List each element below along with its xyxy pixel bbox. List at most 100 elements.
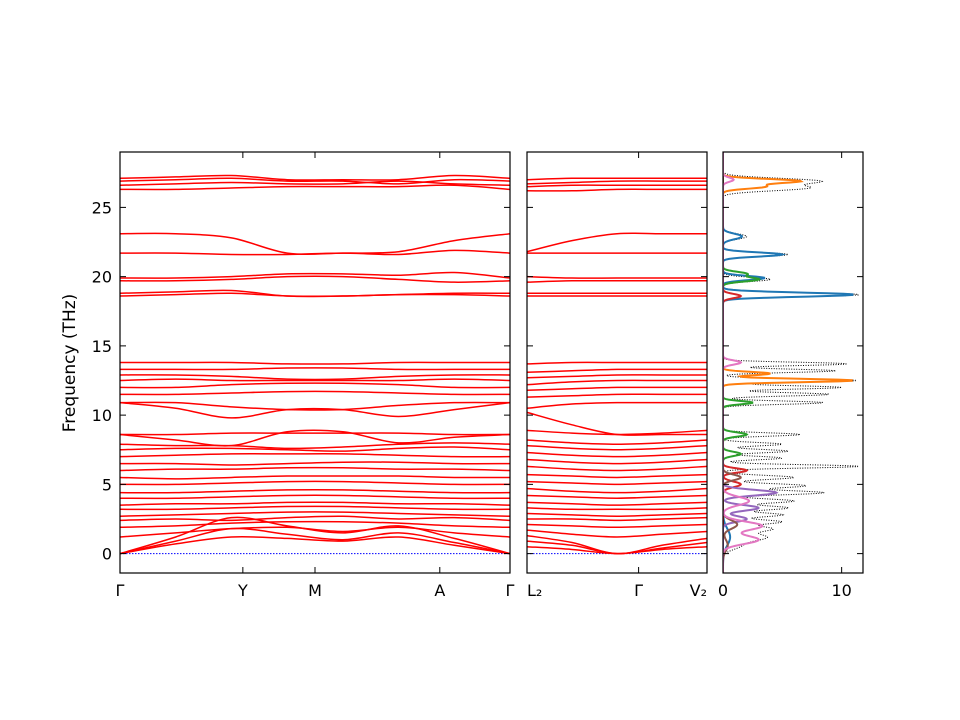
- band-line-8: [119, 501, 511, 506]
- y-tick-label: 20: [92, 268, 112, 287]
- y-tick-label: 10: [92, 406, 112, 425]
- plot-frame: [119, 151, 511, 574]
- band-line-7: [526, 507, 708, 511]
- band-line-22: [119, 390, 511, 396]
- band-line-18: [119, 432, 511, 436]
- band-line-14: [526, 458, 708, 465]
- band-line-9: [526, 494, 708, 499]
- y-tick-labels: 0 5 10 15 20 25: [92, 198, 112, 563]
- band-line-26: [526, 361, 707, 365]
- band-line-30: [526, 275, 707, 279]
- plot-frame: [722, 151, 864, 574]
- band-line-13: [526, 465, 708, 472]
- x-tick-label: 0: [718, 581, 728, 600]
- band-line-9: [119, 494, 511, 500]
- x-tick-label: Γ: [116, 581, 125, 600]
- plot-frame: [526, 151, 708, 574]
- y-axis-label: Frequency (THz): [60, 294, 80, 433]
- band-line-3: [119, 526, 511, 538]
- band-line-2: [119, 535, 511, 555]
- band-line-7: [119, 505, 511, 511]
- band-line-21: [119, 401, 511, 419]
- band-line-16: [526, 444, 708, 451]
- band-line-25: [119, 374, 511, 381]
- x-tick-labels: L₂ Γ V₂: [527, 581, 707, 600]
- band-lines: [526, 177, 708, 555]
- x-tick-label: Y: [237, 581, 248, 600]
- band-line-15: [526, 451, 708, 458]
- total-dos-line: [723, 152, 859, 573]
- band-line-19: [119, 429, 511, 447]
- band-line-5: [526, 516, 708, 522]
- partial-dos-line-4: [723, 152, 779, 573]
- band-line-16: [119, 446, 511, 452]
- y-tick-label: 5: [102, 475, 112, 494]
- band-line-6: [526, 512, 708, 517]
- partial-dos-line-6: [723, 152, 764, 573]
- band-line-34: [119, 184, 511, 191]
- x-tick-label: A: [434, 581, 445, 600]
- band-line-29: [526, 279, 707, 283]
- band-line-17: [119, 442, 511, 450]
- band-line-34: [526, 184, 707, 188]
- band-line-23: [119, 382, 511, 389]
- band-line-32: [526, 232, 707, 253]
- x-tick-label: 10: [831, 581, 851, 600]
- x-tick-label: V₂: [690, 581, 707, 600]
- band-line-36: [119, 177, 511, 185]
- band-line-1: [119, 527, 511, 555]
- band-line-24: [526, 374, 707, 379]
- band-line-20: [119, 401, 511, 411]
- band-line-24: [119, 378, 511, 382]
- band-line-23: [526, 379, 707, 386]
- band-line-33: [526, 188, 707, 192]
- band-line-4: [119, 520, 511, 529]
- band-line-31: [119, 271, 511, 279]
- band-line-3: [526, 529, 708, 538]
- total-dos-curve: [723, 152, 859, 573]
- band-line-10: [119, 488, 511, 494]
- x-tick-label: M: [308, 581, 322, 600]
- y-tick-label: 15: [92, 337, 112, 356]
- band-line-12: [119, 475, 511, 480]
- band-line-35: [526, 180, 707, 185]
- band-line-33: [119, 232, 511, 256]
- band-line-26: [119, 367, 510, 371]
- band-line-12: [526, 473, 708, 479]
- x-tick-labels: 0 10: [718, 581, 852, 600]
- band-line-36: [526, 177, 707, 181]
- band-line-14: [119, 461, 511, 466]
- band-line-10: [526, 487, 708, 494]
- band-line-4: [526, 523, 708, 529]
- band-line-20: [526, 401, 707, 409]
- partial-dos-curves: [723, 152, 854, 573]
- band-line-37: [119, 174, 511, 181]
- band-line-11: [119, 480, 511, 486]
- band-structure-panel-2: L₂ Γ V₂: [526, 151, 708, 600]
- band-line-19: [526, 411, 707, 436]
- x-tick-label: L₂: [527, 581, 542, 600]
- dos-panel: 0 10: [718, 151, 864, 600]
- band-line-27: [119, 361, 510, 365]
- x-tick-label: Γ: [506, 581, 515, 600]
- band-line-8: [526, 501, 708, 506]
- band-line-29: [119, 289, 511, 298]
- band-structure-panel-1: 0 5 10 15 20 25 Γ Y M A Γ Frequency (THz): [60, 151, 515, 600]
- y-tick-label: 0: [102, 545, 112, 564]
- y-tick-label: 25: [92, 198, 112, 217]
- band-line-30: [119, 275, 511, 283]
- band-line-11: [526, 480, 708, 486]
- band-line-21: [526, 393, 707, 398]
- band-line-35: [119, 180, 511, 186]
- band-line-5: [119, 515, 511, 522]
- band-lines: [119, 174, 511, 555]
- band-line-2: [526, 534, 708, 555]
- band-line-25: [526, 368, 707, 373]
- band-line-0: [119, 516, 511, 555]
- band-line-22: [526, 386, 707, 391]
- band-line-17: [526, 439, 708, 445]
- x-tick-label: Γ: [634, 581, 643, 600]
